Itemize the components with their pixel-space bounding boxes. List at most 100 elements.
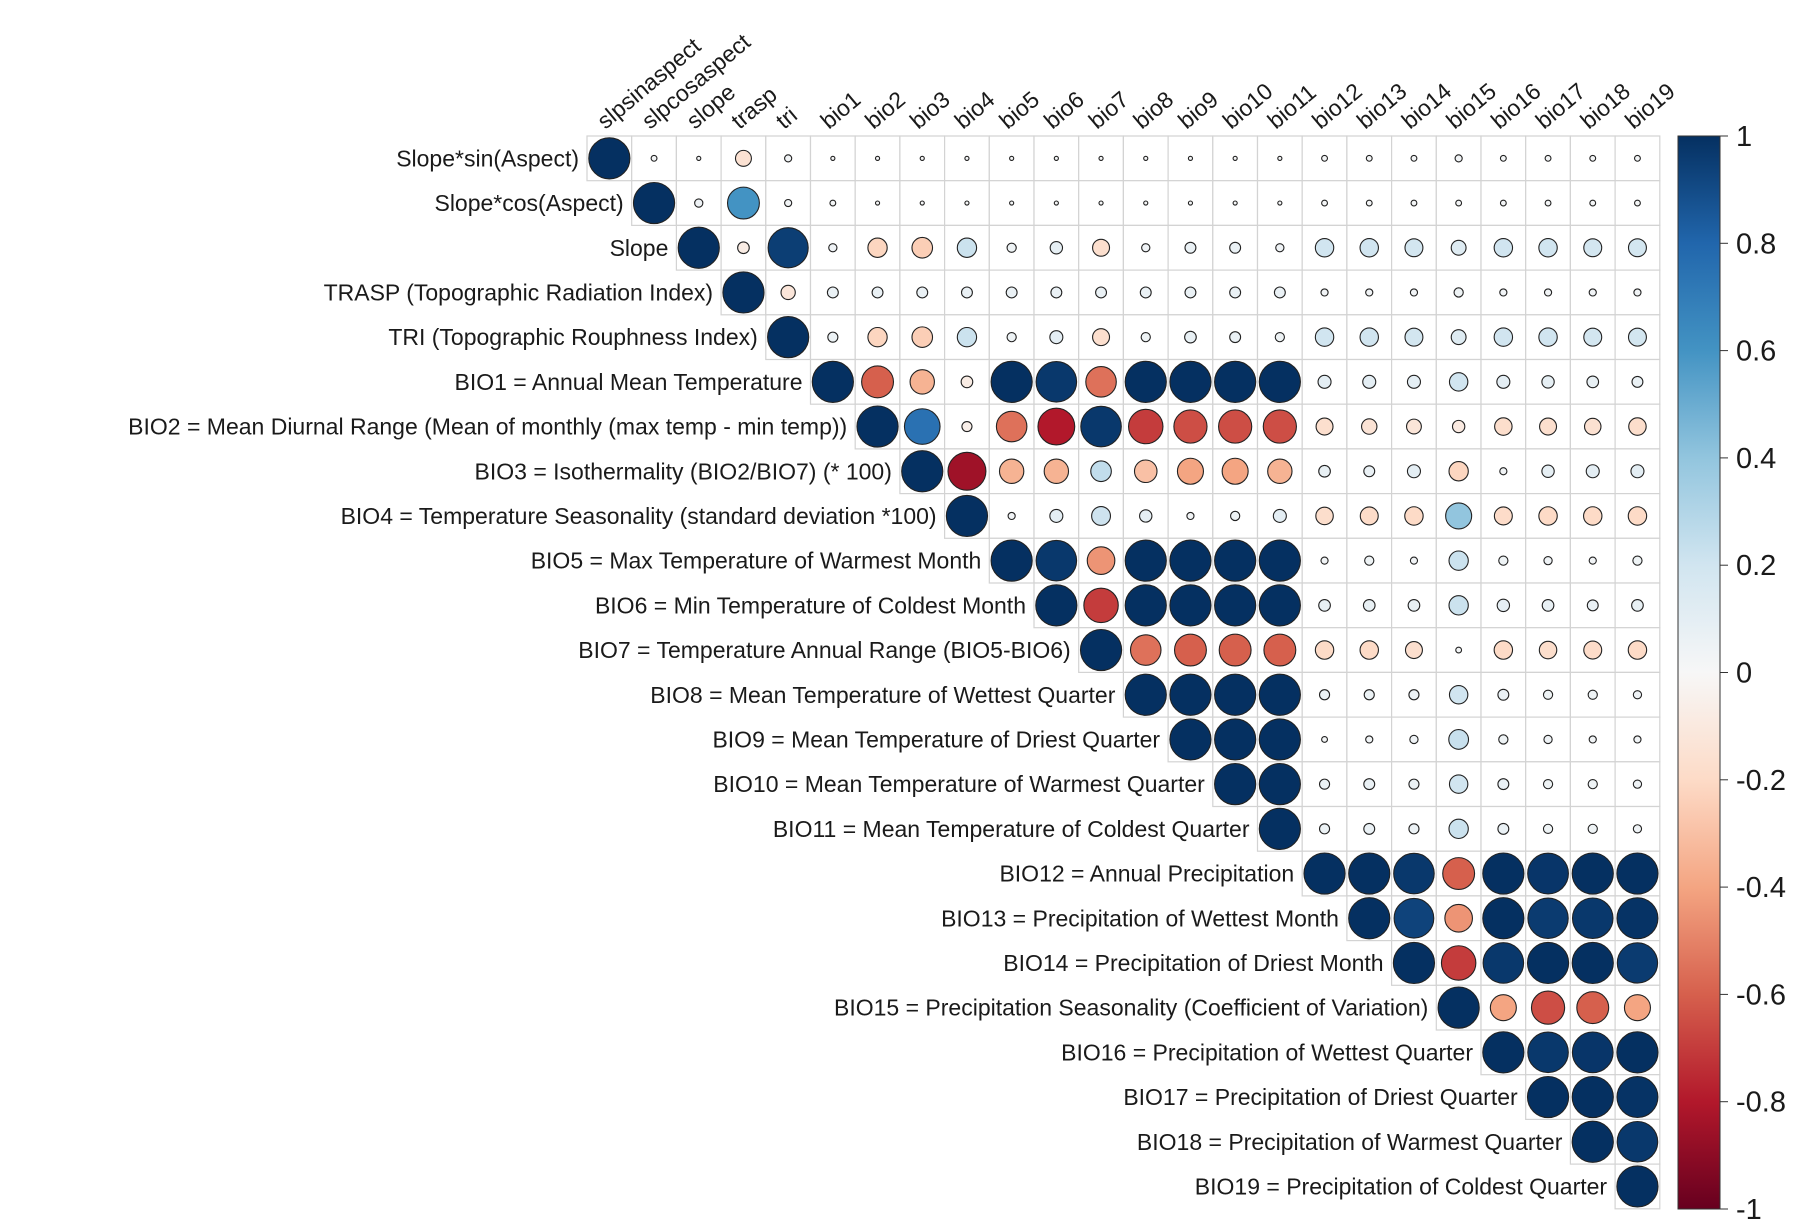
corr-dot-7-11 (1090, 460, 1112, 483)
column-label: trasp (726, 81, 782, 134)
corr-dot-1-7 (919, 200, 925, 206)
corr-dot-8-15 (1272, 508, 1287, 524)
corr-dot-11-20 (1493, 640, 1514, 660)
corr-dot-10-16 (1318, 598, 1331, 612)
corr-dot-5-13 (1169, 360, 1212, 403)
corr-dot-18-20 (1482, 942, 1525, 984)
corr-dot-5-9 (990, 360, 1033, 403)
corr-dot-11-22 (1583, 640, 1603, 660)
cell-0-13 (1167, 135, 1214, 182)
corr-dot-0-4 (784, 154, 793, 163)
corr-dot-5-22 (1586, 375, 1600, 389)
corr-dot-14-14 (1214, 763, 1257, 806)
corr-dot-17-23 (1616, 897, 1659, 940)
corr-dot-16-17 (1348, 852, 1391, 895)
corr-dot-6-10 (1037, 407, 1076, 446)
corr-dot-4-18 (1404, 327, 1424, 347)
corr-dot-12-21 (1542, 689, 1554, 700)
corr-dot-22-22 (1571, 1120, 1614, 1163)
corr-dot-13-16 (1321, 735, 1329, 743)
corr-dot-2-2 (677, 226, 720, 269)
column-label: bio3 (905, 86, 955, 134)
row-label: BIO2 = Mean Diurnal Range (Mean of month… (128, 414, 847, 440)
corr-dot-4-14 (1229, 331, 1242, 344)
corr-dot-22-23 (1616, 1120, 1659, 1163)
row-label: BIO4 = Temperature Seasonality (standard… (341, 503, 937, 529)
corr-dot-20-23 (1616, 1031, 1659, 1074)
corr-dot-3-20 (1499, 288, 1508, 297)
corr-dot-0-16 (1321, 154, 1329, 162)
corr-dot-0-1 (650, 154, 658, 162)
corr-dot-9-12 (1124, 539, 1167, 582)
corr-dot-8-22 (1583, 506, 1603, 526)
corr-dot-0-18 (1410, 154, 1418, 162)
corr-dot-10-10 (1035, 584, 1078, 627)
corr-dot-13-17 (1365, 735, 1374, 744)
corr-dot-6-17 (1361, 418, 1378, 435)
corr-dot-7-10 (1043, 458, 1070, 484)
corr-dot-3-10 (1050, 286, 1063, 299)
corr-dot-10-19 (1448, 595, 1469, 616)
corr-dot-8-20 (1493, 506, 1513, 526)
corr-dot-15-17 (1363, 822, 1376, 835)
corr-dot-12-18 (1408, 689, 1420, 701)
corr-dot-2-5 (828, 243, 838, 253)
corr-dot-13-15 (1258, 718, 1301, 761)
corr-dot-5-16 (1317, 374, 1332, 389)
column-label: bio5 (994, 86, 1044, 134)
row-label: Slope (610, 235, 669, 261)
corr-dot-16-22 (1571, 852, 1614, 895)
row-label: BIO5 = Max Temperature of Warmest Month (531, 548, 982, 574)
corr-dot-1-6 (874, 200, 881, 206)
corr-dot-8-14 (1230, 510, 1241, 522)
corr-dot-11-12 (1129, 634, 1162, 666)
column-label: bio17 (1531, 78, 1591, 134)
corr-dot-2-16 (1314, 238, 1335, 258)
corr-dot-16-21 (1527, 852, 1569, 895)
corr-dot-2-21 (1538, 238, 1558, 258)
corr-dot-10-12 (1124, 584, 1167, 627)
corr-dot-5-5 (811, 360, 854, 403)
corr-dot-16-19 (1442, 857, 1476, 891)
corr-dot-0-6 (874, 155, 881, 161)
corr-dot-2-17 (1359, 238, 1379, 258)
corr-dot-1-19 (1455, 199, 1463, 207)
column-label: bio6 (1039, 86, 1089, 134)
corr-dot-23-23 (1616, 1165, 1659, 1208)
corr-dot-11-16 (1314, 640, 1335, 660)
corr-dot-15-18 (1408, 823, 1420, 835)
corr-dot-4-13 (1184, 330, 1197, 344)
corr-dot-3-21 (1543, 288, 1553, 297)
row-label: BIO11 = Mean Temperature of Coldest Quar… (773, 816, 1250, 842)
corr-dot-4-11 (1092, 328, 1111, 347)
column-label: bio12 (1307, 78, 1367, 134)
corr-dot-19-19 (1437, 986, 1480, 1029)
colorbar-tick-label: 0.2 (1736, 550, 1776, 582)
corr-dot-8-11 (1091, 505, 1112, 526)
corr-dot-13-20 (1498, 734, 1509, 745)
corr-dot-1-8 (964, 200, 970, 206)
corr-dot-0-8 (964, 155, 970, 161)
corr-dot-4-16 (1314, 327, 1335, 347)
corr-dot-5-12 (1124, 360, 1167, 403)
corr-dot-3-18 (1409, 288, 1419, 297)
corr-dot-11-19 (1455, 646, 1463, 654)
corr-dot-15-16 (1318, 823, 1331, 835)
corr-dot-7-14 (1221, 457, 1249, 485)
corr-dot-7-22 (1585, 464, 1600, 479)
corr-dot-3-13 (1184, 286, 1197, 299)
corr-dot-16-16 (1303, 852, 1346, 895)
corr-dot-15-15 (1258, 807, 1301, 850)
row-label: BIO19 = Precipitation of Coldest Quarter (1195, 1173, 1608, 1199)
corr-dot-12-12 (1124, 673, 1167, 716)
corr-dot-21-23 (1616, 1076, 1659, 1119)
corr-dot-14-18 (1408, 778, 1420, 790)
corr-dot-3-16 (1320, 288, 1329, 297)
corr-dot-10-18 (1407, 598, 1421, 612)
row-label: BIO8 = Mean Temperature of Wettest Quart… (650, 682, 1115, 708)
cell-15-17 (1346, 805, 1393, 852)
corr-dot-4-23 (1627, 327, 1647, 347)
corr-dot-9-10 (1035, 539, 1078, 582)
